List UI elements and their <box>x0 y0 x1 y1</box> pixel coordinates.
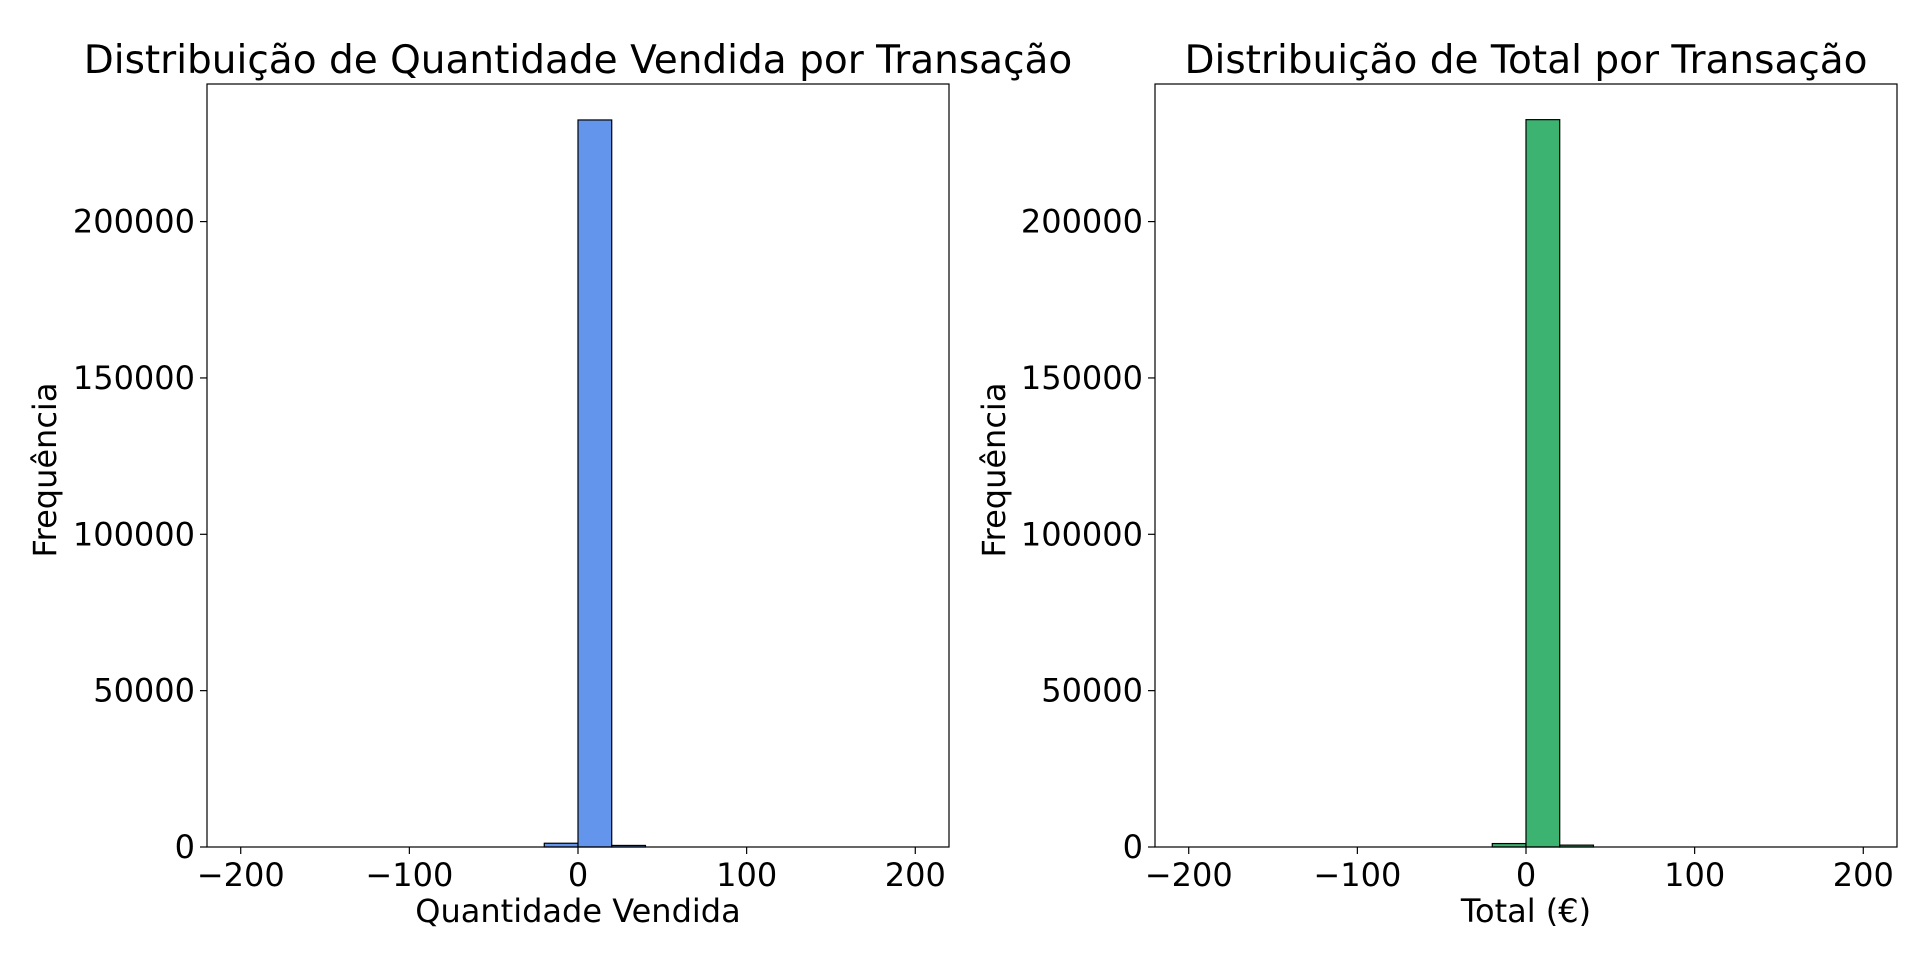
y-tick-label: 200000 <box>73 203 195 241</box>
x-ticks: −200 −100 0 100 200 <box>1145 847 1894 894</box>
x-tick-label: −100 <box>1313 856 1401 894</box>
y-tick-label: 50000 <box>93 672 195 710</box>
y-ticks: 0 50000 100000 150000 200000 <box>73 203 207 866</box>
x-axis-label: Quantidade Vendida <box>415 892 740 930</box>
y-axis-label: Frequência <box>26 383 64 558</box>
x-tick-label: 100 <box>716 856 777 894</box>
x-tick-label: 200 <box>885 856 946 894</box>
y-tick-label: 50000 <box>1041 672 1143 710</box>
histogram-bar-1 <box>1525 119 1561 848</box>
y-axis-label: Frequência <box>975 383 1013 558</box>
x-tick-label: −200 <box>1145 856 1233 894</box>
bars <box>543 119 647 848</box>
chart-quantidade-vendida: Distribuição de Quantidade Vendida por T… <box>26 38 1072 930</box>
histogram-bar-1 <box>577 119 613 848</box>
y-ticks: 0 50000 100000 150000 200000 <box>1021 203 1155 866</box>
bars <box>1491 119 1595 848</box>
y-tick-label: 100000 <box>73 515 195 553</box>
x-tick-label: −100 <box>365 856 453 894</box>
x-tick-label: −200 <box>197 856 285 894</box>
x-tick-label: 100 <box>1664 856 1725 894</box>
chart-total: Distribuição de Total por Transação −200… <box>975 38 1898 930</box>
y-tick-label: 200000 <box>1021 203 1143 241</box>
x-tick-label: 0 <box>568 856 588 894</box>
x-tick-label: 0 <box>1516 856 1536 894</box>
y-tick-label: 100000 <box>1021 515 1143 553</box>
x-ticks: −200 −100 0 100 200 <box>197 847 946 894</box>
y-tick-label: 0 <box>175 828 195 866</box>
y-tick-label: 150000 <box>73 359 195 397</box>
chart-title: Distribuição de Quantidade Vendida por T… <box>84 38 1073 83</box>
x-axis-label: Total (€) <box>1460 892 1591 930</box>
chart-title: Distribuição de Total por Transação <box>1184 38 1867 83</box>
y-tick-label: 150000 <box>1021 359 1143 397</box>
x-tick-label: 200 <box>1833 856 1894 894</box>
y-tick-label: 0 <box>1123 828 1143 866</box>
